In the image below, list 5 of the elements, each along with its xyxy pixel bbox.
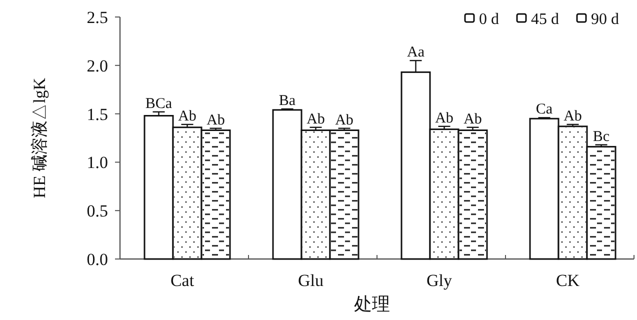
xlabel: 处理 — [354, 294, 390, 314]
legend-label: 45 d — [531, 11, 559, 28]
legend-label: 0 d — [479, 11, 499, 28]
legend-label: 90 d — [591, 11, 619, 28]
ylabel: HE 碱溶液△lgK — [30, 78, 49, 198]
